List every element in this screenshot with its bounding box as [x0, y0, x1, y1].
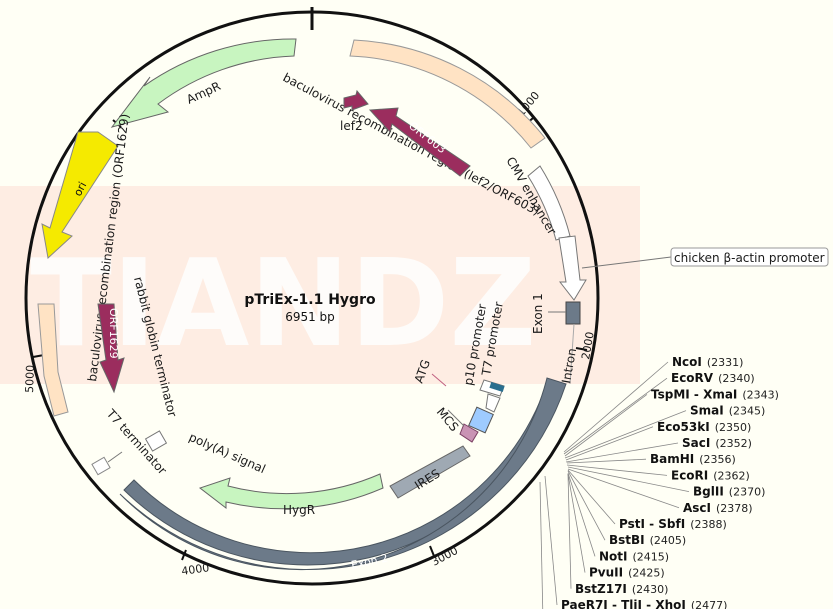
site-label-bglii: BglII (2370) — [693, 485, 765, 499]
mcs-label: MCS — [434, 405, 462, 434]
lef2-label: lef2 — [340, 119, 363, 133]
rabbit-globin-box — [144, 430, 168, 452]
bac-left-feature — [37, 303, 69, 417]
site-leader-ecorv — [563, 377, 668, 455]
tick-2000: 2000 — [579, 331, 597, 361]
bac-right-feature — [349, 39, 546, 149]
site-label-asci: AscI (2378) — [683, 501, 753, 515]
site-label-paer7i-tlii-xhoi: PaeR7I - TliI - XhoI (2477) — [561, 598, 727, 609]
restriction-site-leaders — [539, 361, 690, 609]
exon1-label: Exon 1 — [531, 293, 545, 334]
site-label-bstz17i: BstZ17I (2430) — [575, 582, 668, 596]
site-label-smai: SmaI (2345) — [690, 404, 765, 418]
ori-feature — [41, 131, 119, 259]
site-label-pvuii: PvuII (2425) — [589, 566, 665, 580]
tick-5000: 5000 — [23, 365, 37, 393]
intron-label: Intron — [559, 347, 579, 384]
chicken-promoter-callout — [670, 247, 829, 267]
orf603-feature — [368, 107, 471, 177]
tick-3000: 3000 — [429, 544, 460, 569]
site-leader-pvuii — [567, 473, 586, 573]
site-label-tspmi-xmai: TspMI - XmaI (2343) — [651, 387, 779, 401]
orf-box — [468, 406, 494, 434]
site-leader-bsu36i — [539, 481, 544, 609]
site-leader-ncoi — [563, 361, 669, 453]
cmv-feature — [527, 165, 571, 241]
t7-terminator-box — [91, 456, 111, 476]
intron-feature — [569, 323, 575, 385]
chicken-promoter-leader — [581, 256, 672, 269]
site-leader-bstz17i — [567, 473, 572, 589]
exon1-feature — [565, 301, 581, 325]
lef2-feature — [343, 89, 369, 111]
site-leader-paer7i-tlii-xhoi — [544, 475, 558, 606]
site-label-bamhi: BamHI (2356) — [650, 452, 736, 466]
chicken-promoter-feature — [558, 235, 587, 301]
site-label-saci: SacI (2352) — [682, 436, 752, 450]
tick-4000: 4000 — [181, 561, 211, 578]
site-leader-eco53ki — [565, 426, 654, 461]
site-label-psti-sbfi: PstI - SbfI (2388) — [619, 517, 727, 531]
ires-feature — [389, 445, 471, 499]
ori-label: ori — [71, 180, 89, 199]
site-leader-noti — [567, 472, 596, 557]
atg-leader — [431, 373, 447, 387]
site-label-ecori: EcoRI (2362) — [671, 468, 750, 482]
site-leader-psti-sbfi — [567, 469, 616, 525]
t7-terminator-leader — [107, 451, 123, 463]
hygr-label: HygR — [283, 503, 315, 517]
restriction-site-labels: NcoI (2331) EcoRV (2340) TspMI - XmaI (2343) S… — [561, 355, 779, 609]
mcs-leader — [447, 409, 465, 427]
site-leader-bstbi — [567, 470, 606, 541]
exon2-band-thick — [119, 377, 567, 571]
site-label-ncoi: NcoI (2331) — [672, 355, 743, 369]
orf1629-label: ORF1629 — [107, 308, 120, 359]
site-label-ecorv: EcoRV (2340) — [671, 371, 755, 385]
mcs-arrow — [485, 393, 501, 413]
polya-label: poly(A) signal — [187, 430, 268, 476]
orf1629-feature — [97, 303, 125, 394]
hygr-feature — [198, 473, 384, 510]
site-leader-smai — [564, 410, 687, 459]
site-label-bstbi: BstBI (2405) — [609, 533, 686, 547]
chicken-promoter-label: chicken β-actin promoter — [674, 251, 825, 265]
site-leader-asci — [567, 468, 680, 509]
mcs-feature — [459, 423, 479, 443]
site-leader-bglii — [567, 466, 690, 492]
plasmid-size: 6951 bp — [285, 310, 335, 324]
plasmid-title: pTriEx-1.1 Hygro — [244, 292, 376, 308]
ampr-feature — [110, 38, 297, 128]
site-leader-tspmi-xmai — [564, 394, 648, 457]
site-leader-bamhi — [566, 458, 647, 464]
site-label-noti: NotI (2415) — [599, 549, 669, 563]
t7-promoter-feature — [489, 381, 505, 393]
site-leader-ecori — [566, 464, 668, 476]
site-leader-saci — [565, 442, 679, 463]
site-label-eco53ki: Eco53kI (2350) — [657, 420, 751, 434]
